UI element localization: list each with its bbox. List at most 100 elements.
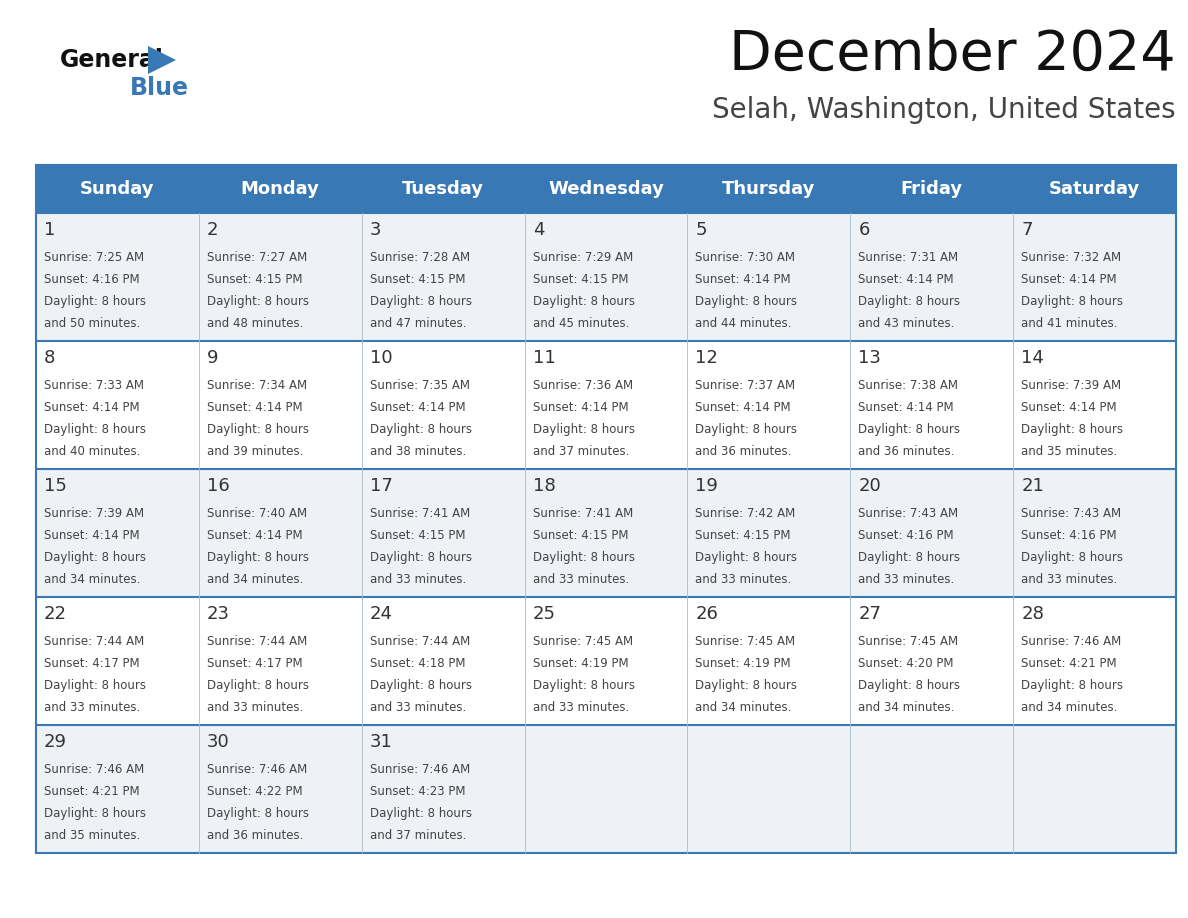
Text: Daylight: 8 hours: Daylight: 8 hours: [44, 423, 146, 436]
Text: and 33 minutes.: and 33 minutes.: [207, 701, 303, 714]
Text: Saturday: Saturday: [1049, 180, 1140, 198]
Text: 22: 22: [44, 605, 67, 623]
Text: Sunset: 4:17 PM: Sunset: 4:17 PM: [207, 657, 303, 670]
Text: Sunset: 4:14 PM: Sunset: 4:14 PM: [532, 401, 628, 414]
Text: Daylight: 8 hours: Daylight: 8 hours: [369, 423, 472, 436]
Text: Sunset: 4:21 PM: Sunset: 4:21 PM: [44, 785, 140, 798]
Text: and 36 minutes.: and 36 minutes.: [858, 445, 955, 458]
Bar: [361, 725, 525, 853]
Text: 28: 28: [1022, 605, 1044, 623]
Text: Daylight: 8 hours: Daylight: 8 hours: [44, 551, 146, 564]
Bar: [851, 165, 1013, 213]
Text: and 33 minutes.: and 33 minutes.: [44, 701, 140, 714]
Text: Daylight: 8 hours: Daylight: 8 hours: [369, 679, 472, 692]
Text: and 34 minutes.: and 34 minutes.: [207, 573, 303, 586]
Bar: [36, 165, 198, 213]
Text: Sunrise: 7:33 AM: Sunrise: 7:33 AM: [44, 379, 144, 392]
Text: Daylight: 8 hours: Daylight: 8 hours: [44, 807, 146, 820]
Text: 7: 7: [1022, 221, 1032, 239]
Text: Sunrise: 7:35 AM: Sunrise: 7:35 AM: [369, 379, 469, 392]
Text: Daylight: 8 hours: Daylight: 8 hours: [1022, 295, 1123, 308]
Text: Sunset: 4:14 PM: Sunset: 4:14 PM: [207, 529, 303, 542]
Text: Sunset: 4:15 PM: Sunset: 4:15 PM: [695, 529, 791, 542]
Text: 14: 14: [1022, 349, 1044, 367]
Text: Sunrise: 7:46 AM: Sunrise: 7:46 AM: [44, 763, 144, 776]
Text: Sunset: 4:15 PM: Sunset: 4:15 PM: [532, 529, 628, 542]
Polygon shape: [148, 46, 176, 74]
Text: Daylight: 8 hours: Daylight: 8 hours: [369, 807, 472, 820]
Text: Sunset: 4:14 PM: Sunset: 4:14 PM: [695, 273, 791, 286]
Text: Sunset: 4:15 PM: Sunset: 4:15 PM: [532, 273, 628, 286]
Text: December 2024: December 2024: [729, 28, 1176, 82]
Text: and 38 minutes.: and 38 minutes.: [369, 445, 466, 458]
Bar: [198, 469, 361, 597]
Text: Daylight: 8 hours: Daylight: 8 hours: [532, 679, 634, 692]
Text: Sunrise: 7:45 AM: Sunrise: 7:45 AM: [858, 635, 959, 648]
Bar: [1013, 213, 1176, 341]
Text: 5: 5: [695, 221, 707, 239]
Text: Sunset: 4:14 PM: Sunset: 4:14 PM: [858, 273, 954, 286]
Text: Sunset: 4:16 PM: Sunset: 4:16 PM: [858, 529, 954, 542]
Text: Daylight: 8 hours: Daylight: 8 hours: [207, 807, 309, 820]
Text: Friday: Friday: [901, 180, 962, 198]
Text: Daylight: 8 hours: Daylight: 8 hours: [207, 551, 309, 564]
Text: Sunrise: 7:40 AM: Sunrise: 7:40 AM: [207, 507, 307, 520]
Text: Daylight: 8 hours: Daylight: 8 hours: [695, 423, 797, 436]
Bar: [361, 341, 525, 469]
Text: 20: 20: [858, 477, 881, 495]
Text: 21: 21: [1022, 477, 1044, 495]
Bar: [688, 597, 851, 725]
Bar: [198, 597, 361, 725]
Text: and 33 minutes.: and 33 minutes.: [369, 573, 466, 586]
Bar: [36, 725, 198, 853]
Text: Sunset: 4:14 PM: Sunset: 4:14 PM: [1022, 273, 1117, 286]
Text: 1: 1: [44, 221, 56, 239]
Text: 19: 19: [695, 477, 719, 495]
Text: Sunrise: 7:32 AM: Sunrise: 7:32 AM: [1022, 251, 1121, 264]
Text: and 40 minutes.: and 40 minutes.: [44, 445, 140, 458]
Text: and 37 minutes.: and 37 minutes.: [369, 829, 466, 842]
Text: Sunrise: 7:37 AM: Sunrise: 7:37 AM: [695, 379, 796, 392]
Bar: [36, 341, 198, 469]
Text: and 50 minutes.: and 50 minutes.: [44, 317, 140, 330]
Bar: [851, 597, 1013, 725]
Text: Sunset: 4:14 PM: Sunset: 4:14 PM: [858, 401, 954, 414]
Bar: [1013, 165, 1176, 213]
Text: Daylight: 8 hours: Daylight: 8 hours: [369, 295, 472, 308]
Text: Sunset: 4:14 PM: Sunset: 4:14 PM: [1022, 401, 1117, 414]
Text: Sunrise: 7:42 AM: Sunrise: 7:42 AM: [695, 507, 796, 520]
Text: Thursday: Thursday: [722, 180, 815, 198]
Text: Sunrise: 7:29 AM: Sunrise: 7:29 AM: [532, 251, 633, 264]
Text: and 34 minutes.: and 34 minutes.: [44, 573, 140, 586]
Text: and 33 minutes.: and 33 minutes.: [532, 701, 628, 714]
Text: Sunset: 4:16 PM: Sunset: 4:16 PM: [1022, 529, 1117, 542]
Bar: [361, 213, 525, 341]
Bar: [688, 165, 851, 213]
Bar: [36, 213, 198, 341]
Bar: [851, 341, 1013, 469]
Bar: [688, 213, 851, 341]
Text: Blue: Blue: [129, 76, 189, 100]
Text: Sunset: 4:22 PM: Sunset: 4:22 PM: [207, 785, 303, 798]
Text: Sunrise: 7:39 AM: Sunrise: 7:39 AM: [44, 507, 144, 520]
Text: Wednesday: Wednesday: [548, 180, 664, 198]
Text: 4: 4: [532, 221, 544, 239]
Text: Sunset: 4:15 PM: Sunset: 4:15 PM: [207, 273, 303, 286]
Text: 17: 17: [369, 477, 392, 495]
Text: Daylight: 8 hours: Daylight: 8 hours: [532, 423, 634, 436]
Text: General: General: [61, 48, 164, 72]
Text: Daylight: 8 hours: Daylight: 8 hours: [695, 679, 797, 692]
Text: and 34 minutes.: and 34 minutes.: [1022, 701, 1118, 714]
Text: and 39 minutes.: and 39 minutes.: [207, 445, 303, 458]
Bar: [1013, 725, 1176, 853]
Text: Sunrise: 7:38 AM: Sunrise: 7:38 AM: [858, 379, 959, 392]
Text: Daylight: 8 hours: Daylight: 8 hours: [1022, 679, 1123, 692]
Text: Sunset: 4:19 PM: Sunset: 4:19 PM: [532, 657, 628, 670]
Bar: [525, 213, 688, 341]
Text: Monday: Monday: [241, 180, 320, 198]
Text: Sunrise: 7:34 AM: Sunrise: 7:34 AM: [207, 379, 307, 392]
Text: 13: 13: [858, 349, 881, 367]
Text: Sunrise: 7:27 AM: Sunrise: 7:27 AM: [207, 251, 308, 264]
Text: Sunrise: 7:41 AM: Sunrise: 7:41 AM: [369, 507, 470, 520]
Bar: [198, 341, 361, 469]
